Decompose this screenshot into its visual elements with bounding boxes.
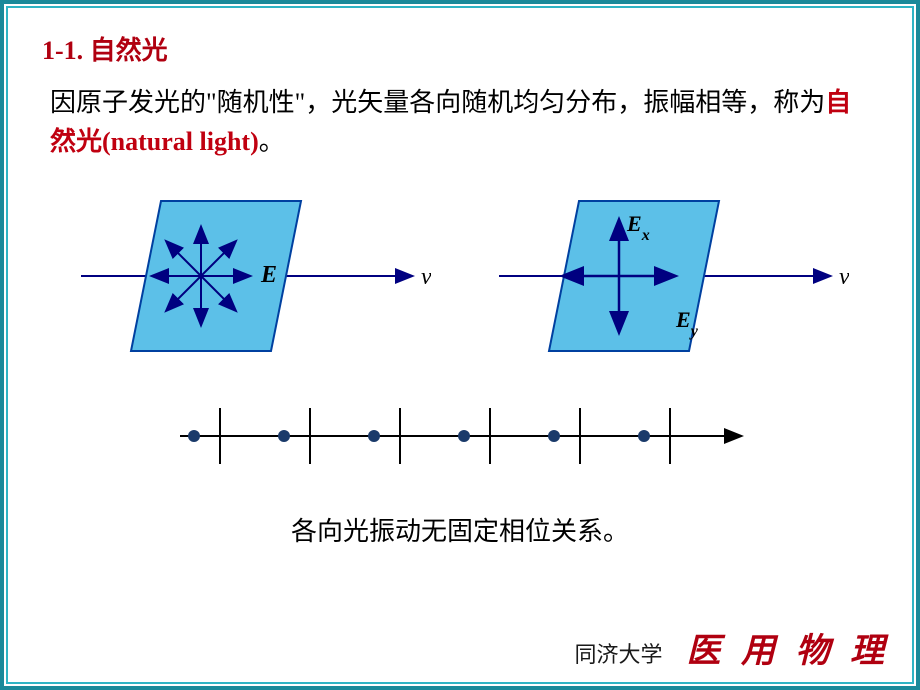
para-post: 。: [259, 127, 285, 156]
diagram-components: ExEyv: [489, 181, 849, 371]
course-name: 医 用 物 理: [687, 623, 891, 672]
diagram2-svg: ExEyv: [489, 181, 849, 371]
diagram-propagation: [42, 391, 878, 481]
diagram1-svg: Ev: [71, 181, 431, 371]
slide-content: 1-1. 自然光 因原子发光的"随机性"，光矢量各向随机均匀分布，振幅相等，称为…: [12, 12, 908, 678]
term-en: (natural light): [102, 127, 259, 156]
footer: 同济大学 医 用 物 理: [574, 623, 890, 672]
svg-text:v: v: [839, 264, 849, 290]
svg-text:E: E: [260, 262, 277, 288]
heading-text: 自然光: [90, 36, 168, 65]
body-paragraph: 因原子发光的"随机性"，光矢量各向随机均匀分布，振幅相等，称为自然光(natur…: [50, 83, 870, 161]
heading-number: 1-1.: [42, 36, 83, 65]
diagram-natural-light: Ev: [71, 181, 431, 371]
diagram-row: Ev ExEyv: [42, 181, 878, 371]
university-name: 同济大学: [574, 637, 662, 669]
para-pre: 因原子发光的"随机性"，光矢量各向随机均匀分布，振幅相等，称为: [50, 88, 825, 117]
caption: 各向光振动无固定相位关系。: [42, 511, 878, 548]
section-heading: 1-1. 自然光: [42, 30, 878, 67]
svg-text:v: v: [421, 264, 431, 290]
diagram3-svg: [160, 391, 760, 481]
